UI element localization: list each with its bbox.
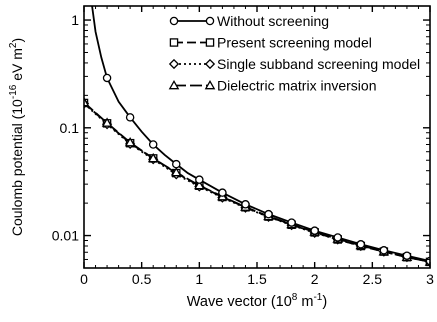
series-diamond	[84, 98, 430, 267]
x-axis: 0 0.5 1 1.5 2 2.5 3	[80, 6, 434, 287]
y-tick-label: 1	[71, 12, 79, 28]
y-axis-label-unit: eV m	[9, 48, 25, 85]
data-point	[310, 226, 319, 235]
y-axis-label-unit-exponent: 2	[8, 42, 19, 48]
legend-marker-left	[168, 58, 180, 70]
data-point	[124, 137, 136, 147]
legend-entry: Single subband screening model	[168, 56, 420, 72]
data-point	[356, 240, 366, 249]
data-point	[195, 175, 204, 184]
data-point	[125, 113, 135, 122]
legend-marker-left	[168, 79, 180, 90]
data-point	[102, 73, 112, 83]
y-axis-label-exponent: -16	[8, 84, 19, 99]
legend-entry: Without screening	[169, 13, 329, 29]
legend-label: Present screening model	[217, 35, 372, 51]
legend: Without screening Present screening model…	[168, 13, 420, 94]
data-point	[241, 200, 250, 209]
data-point	[218, 188, 227, 197]
y-tick-label: 0.1	[60, 120, 80, 136]
x-axis-label-close: )	[322, 294, 327, 310]
x-tick-label: 0	[80, 271, 88, 287]
y-axis-label-close: )	[9, 38, 25, 43]
x-axis-label-exponent: 8	[292, 292, 298, 303]
series-line	[91, 6, 430, 262]
x-tick-label: 3	[426, 271, 434, 287]
legend-marker-right	[204, 79, 216, 90]
x-axis-label-text: Wave vector (10	[187, 294, 292, 310]
data-point	[379, 246, 389, 255]
legend-marker-left	[169, 16, 179, 26]
series-line	[84, 102, 430, 263]
data-point	[287, 218, 296, 227]
data-point	[333, 233, 342, 242]
legend-marker-left	[169, 38, 179, 47]
x-tick-label: 2	[311, 271, 319, 287]
legend-entry: Present screening model	[169, 35, 372, 51]
data-point	[101, 117, 113, 127]
data-point	[148, 140, 158, 149]
y-axis-label: Coulomb potential (10-16 eV m2)	[8, 38, 25, 236]
legend-entry: Dielectric matrix inversion	[168, 78, 376, 94]
x-axis-label-unit: m	[297, 294, 313, 310]
data-point	[84, 96, 90, 107]
y-tick-label: 0.01	[52, 228, 79, 244]
x-axis-label-unit-exponent: -1	[313, 292, 322, 303]
legend-marker-right	[205, 38, 215, 47]
legend-label: Dielectric matrix inversion	[217, 78, 376, 94]
x-tick-label: 0.5	[132, 271, 152, 287]
series-square	[84, 98, 430, 267]
data-point	[147, 152, 159, 163]
y-axis-label-text: Coulomb potential (10	[9, 99, 25, 236]
data-point	[172, 159, 181, 169]
series-line	[84, 101, 430, 263]
data-point	[402, 251, 412, 260]
series-layer	[84, 6, 430, 267]
legend-marker-right	[204, 58, 216, 70]
data-point	[170, 166, 182, 177]
x-tick-label: 1	[195, 271, 203, 287]
legend-label: Without screening	[217, 13, 329, 29]
data-point	[264, 209, 273, 219]
y-axis: 0.01 0.1 1	[52, 12, 430, 269]
x-axis-label: Wave vector (108 m-1)	[187, 292, 327, 310]
series-line	[84, 102, 430, 263]
data-point	[194, 179, 205, 190]
x-tick-label: 1.5	[247, 271, 267, 287]
x-tick-label: 2.5	[363, 271, 383, 287]
legend-label: Single subband screening model	[217, 56, 420, 72]
series-triangle	[84, 96, 430, 266]
legend-marker-right	[205, 16, 215, 26]
